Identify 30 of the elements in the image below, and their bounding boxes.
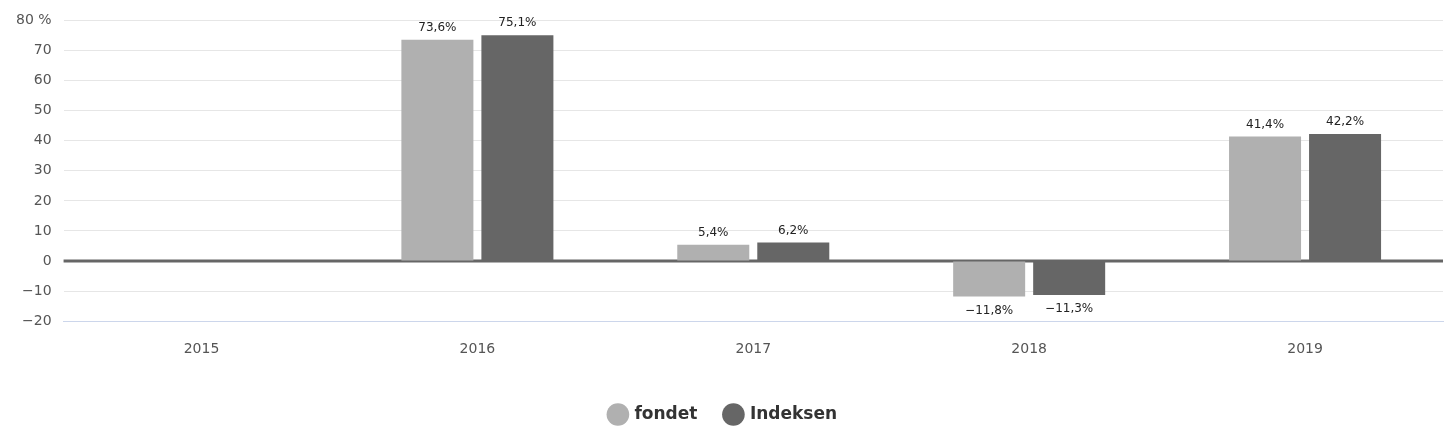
bar (401, 39, 474, 261)
x-tick-label: 2018 (1011, 340, 1047, 357)
data-label: 42,2% (1326, 114, 1365, 129)
x-tick-label: 2016 (459, 340, 496, 357)
x-tick-label: 2019 (1287, 340, 1323, 357)
data-label: 5,4% (698, 224, 729, 239)
y-tick-label: −20 (22, 311, 52, 328)
y-tick-label: 20 (33, 191, 52, 208)
x-tick-label: 2015 (183, 340, 220, 357)
y-tick-label: 40 (33, 131, 52, 148)
data-label: 6,2% (778, 222, 809, 237)
data-label: 41,4% (1245, 116, 1285, 131)
data-label: 75,1% (498, 15, 537, 30)
y-tick-label: 50 (33, 101, 52, 118)
data-label: −11,3% (1045, 301, 1094, 316)
data-label: 73,6% (418, 19, 457, 34)
bar (953, 261, 1026, 297)
y-tick-label: 60 (33, 71, 52, 88)
y-tick-label: 80 % (15, 11, 52, 28)
data-label: −11,8% (965, 302, 1014, 317)
x-tick-label: 2017 (735, 340, 772, 357)
bar (1229, 136, 1302, 261)
bar (677, 244, 750, 261)
y-tick-label: −10 (22, 281, 52, 298)
y-tick-label: 10 (33, 221, 52, 238)
y-tick-label: 30 (33, 161, 52, 178)
legend-label: Indeksen (749, 402, 838, 423)
y-tick-label: 70 (33, 41, 52, 58)
legend-label: fondet (634, 402, 698, 423)
y-tick-label: 0 (42, 251, 52, 268)
